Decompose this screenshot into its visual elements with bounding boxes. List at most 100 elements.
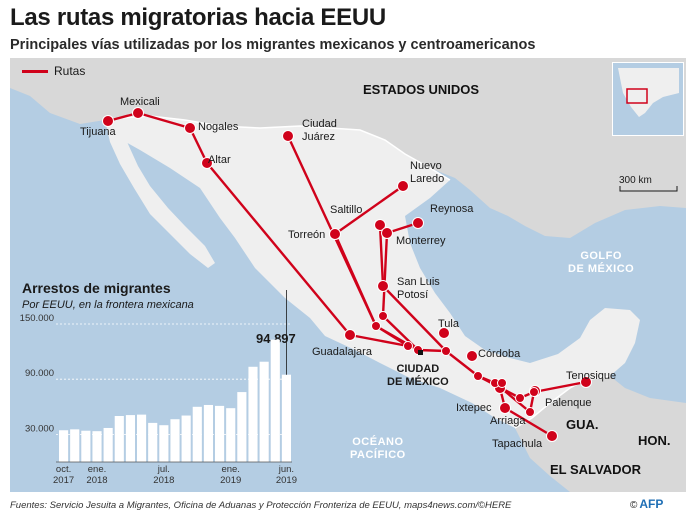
routes-layer <box>102 107 592 442</box>
chart-y-tick-label: 90.000 <box>25 368 54 379</box>
city-marker-mexicali <box>132 107 144 119</box>
chart-x-tick-label: oct. <box>56 464 71 475</box>
city-label-slp: San Luis Potosí <box>397 276 440 301</box>
city-label-arriaga: Arriaga <box>490 415 525 428</box>
chart-y-tick-label: 30.000 <box>25 423 54 434</box>
map-legend: Rutas <box>22 64 85 78</box>
city-label-line: Nuevo <box>410 160 442 172</box>
chart-x-tick-label: jun. <box>278 464 294 475</box>
chart-bar <box>181 415 191 462</box>
city-label-altar: Altar <box>208 154 231 167</box>
city-marker-tijuana <box>102 115 114 127</box>
city-marker-m-a <box>371 321 381 331</box>
city-marker-m-sanluis <box>378 311 388 321</box>
city-label-tula: Tula <box>438 318 459 331</box>
city-marker-tula <box>438 327 450 339</box>
map-base <box>10 58 686 492</box>
locator-inset-map <box>612 62 684 136</box>
chart-x-tick-label: ene. <box>88 464 107 475</box>
chart-subtitle: Por EEUU, en la frontera mexicana <box>22 299 194 311</box>
city-label-line: Tenosique <box>566 370 617 382</box>
city-label-line: Palenque <box>545 397 592 409</box>
chart-bar <box>226 408 236 462</box>
city-label-monterrey: Monterrey <box>396 235 446 248</box>
scale-label: 300 km <box>619 175 652 186</box>
city-marker-reynosa <box>412 217 424 229</box>
sea-pacific-line1: OCÉANO <box>352 436 404 448</box>
city-marker-guadalajara <box>344 329 356 341</box>
city-marker-monterrey <box>381 227 393 239</box>
city-marker-saltillo <box>374 219 386 231</box>
city-marker-torreon <box>329 228 341 240</box>
city-label-line: Arriaga <box>490 415 526 427</box>
capital-line1: CIUDAD <box>396 363 440 375</box>
capital-line2: DE MÉXICO <box>387 375 449 388</box>
route-line <box>333 185 409 348</box>
capital-label: CIUDAD DE MÉXICO <box>387 363 449 388</box>
chart-bar <box>203 404 213 462</box>
source-footer: Fuentes: Servicio Jesuita a Migrantes, O… <box>10 500 512 511</box>
city-label-line: Potosí <box>397 288 429 301</box>
chart-x-tick-label: 2017 <box>53 475 74 486</box>
chart-callout-value: 94.897 <box>256 331 296 346</box>
sea-gulf-line1: GOLFO <box>580 250 622 262</box>
city-label-line: Córdoba <box>478 348 521 360</box>
city-marker-slp <box>377 280 389 292</box>
chart-y-tick-label: 150.000 <box>20 313 54 324</box>
page-title: Las rutas migratorias hacia EEUU <box>10 4 386 31</box>
arrests-bar-chart: 30.00090.000150.000oct.2017ene.2018jul.2… <box>20 290 297 486</box>
scale-bar: 300 km <box>619 175 679 192</box>
chart-bar <box>270 339 280 462</box>
city-marker-m-g <box>497 378 507 388</box>
chart-x-tick-label: 2019 <box>220 475 241 486</box>
country-el-salvador: EL SALVADOR <box>550 462 642 477</box>
country-usa: ESTADOS UNIDOS <box>363 82 480 97</box>
central-america-land <box>515 376 686 492</box>
city-label-tapachula: Tapachula <box>492 438 542 451</box>
city-label-line: Tula <box>438 318 459 330</box>
city-label-line: Ixtepec <box>456 402 492 414</box>
city-label-ixtepec: Ixtepec <box>456 402 491 415</box>
city-label-tenosique: Tenosique <box>566 370 616 383</box>
page-subtitle: Principales vías utilizadas por los migr… <box>10 37 536 53</box>
city-label-line: Juárez <box>302 130 336 143</box>
chart-bar <box>148 422 158 462</box>
city-label-cordoba: Córdoba <box>478 348 520 361</box>
chart-x-tick-label: ene. <box>221 464 240 475</box>
city-label-line: San Luis <box>397 276 440 288</box>
city-label-line: Guadalajara <box>312 346 372 358</box>
city-label-saltillo: Saltillo <box>330 204 362 217</box>
sea-pacific-ocean: OCÉANO PACÍFICO <box>350 436 406 462</box>
chart-bar <box>248 366 258 462</box>
city-marker-tenosique <box>580 376 592 388</box>
chart-bar <box>170 419 180 462</box>
chart-x-tick-label: 2018 <box>86 475 107 486</box>
chart-bar <box>114 416 124 462</box>
sea-gulf-line2: DE MÉXICO <box>568 263 635 275</box>
legend-label: Rutas <box>54 64 86 78</box>
route-line <box>381 221 419 351</box>
city-label-line: Mexicali <box>120 96 160 108</box>
afp-logo: AFP <box>639 497 664 511</box>
city-marker-nogales <box>184 122 196 134</box>
city-label-line: Ciudad <box>302 118 337 130</box>
chart-bar <box>81 430 91 462</box>
city-label-nuevo-laredo: Nuevo Laredo <box>410 160 444 185</box>
city-marker-tapachula <box>546 430 558 442</box>
chart-bar <box>59 430 69 462</box>
sea-gulf-of-mexico: GOLFO DE MÉXICO <box>568 250 634 276</box>
chart-x-tick-label: 2019 <box>276 475 297 486</box>
city-marker-altar <box>201 157 213 169</box>
chart-bar <box>215 405 225 462</box>
city-label-reynosa: Reynosa <box>430 203 473 216</box>
afp-credit: © AFP <box>630 497 663 511</box>
chart-bar <box>70 429 80 462</box>
city-marker-m-i <box>525 407 535 417</box>
chart-bar <box>137 414 147 462</box>
city-label-line: Altar <box>208 154 231 166</box>
capital-marker <box>418 350 423 355</box>
chart-bar <box>103 427 113 462</box>
city-label-juarez: Ciudad Juárez <box>302 118 337 143</box>
city-marker-m-e <box>473 371 483 381</box>
city-label-line: Reynosa <box>430 203 474 215</box>
